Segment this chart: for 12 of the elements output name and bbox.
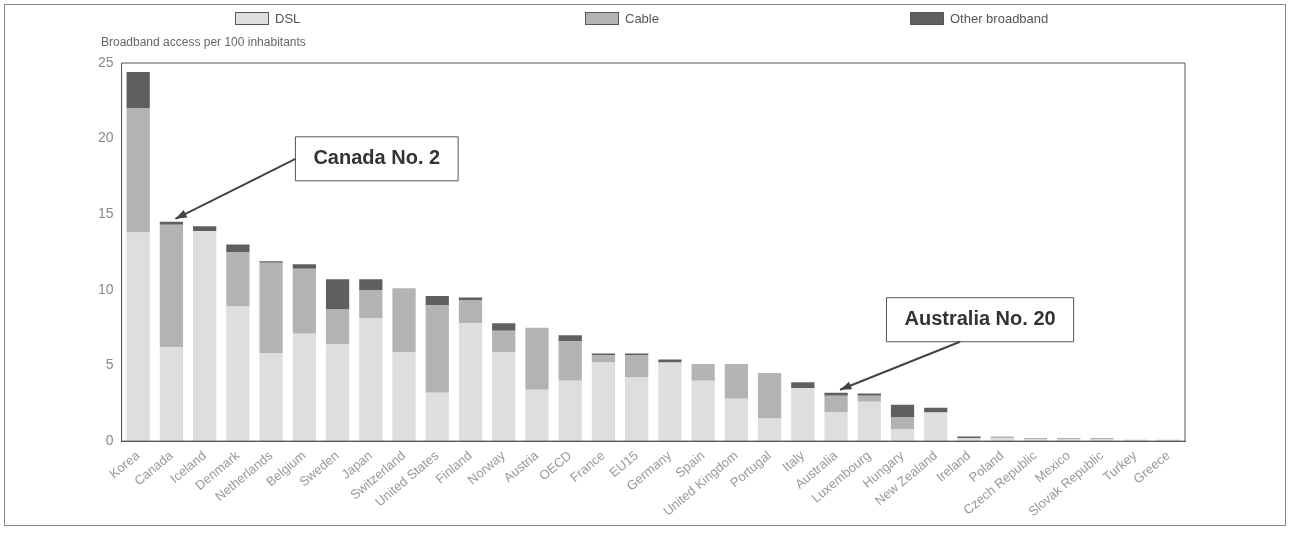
y-tick-label: 25 bbox=[97, 53, 114, 70]
y-tick-label: 5 bbox=[105, 356, 114, 373]
y-tick-label: 15 bbox=[97, 205, 114, 222]
y-tick-label: 20 bbox=[97, 129, 114, 146]
y-tick-label: 10 bbox=[97, 280, 114, 297]
annotation: Australia No. 20 bbox=[904, 307, 1056, 330]
y-tick-label: 0 bbox=[105, 431, 114, 448]
annotation: Canada No. 2 bbox=[313, 146, 441, 169]
y-axis-title: Broadband access per 100 inhabitants bbox=[101, 35, 306, 49]
legend-label: Cable bbox=[625, 11, 659, 26]
legend-label: Other broadband bbox=[950, 11, 1049, 26]
legend-label: DSL bbox=[275, 11, 301, 26]
